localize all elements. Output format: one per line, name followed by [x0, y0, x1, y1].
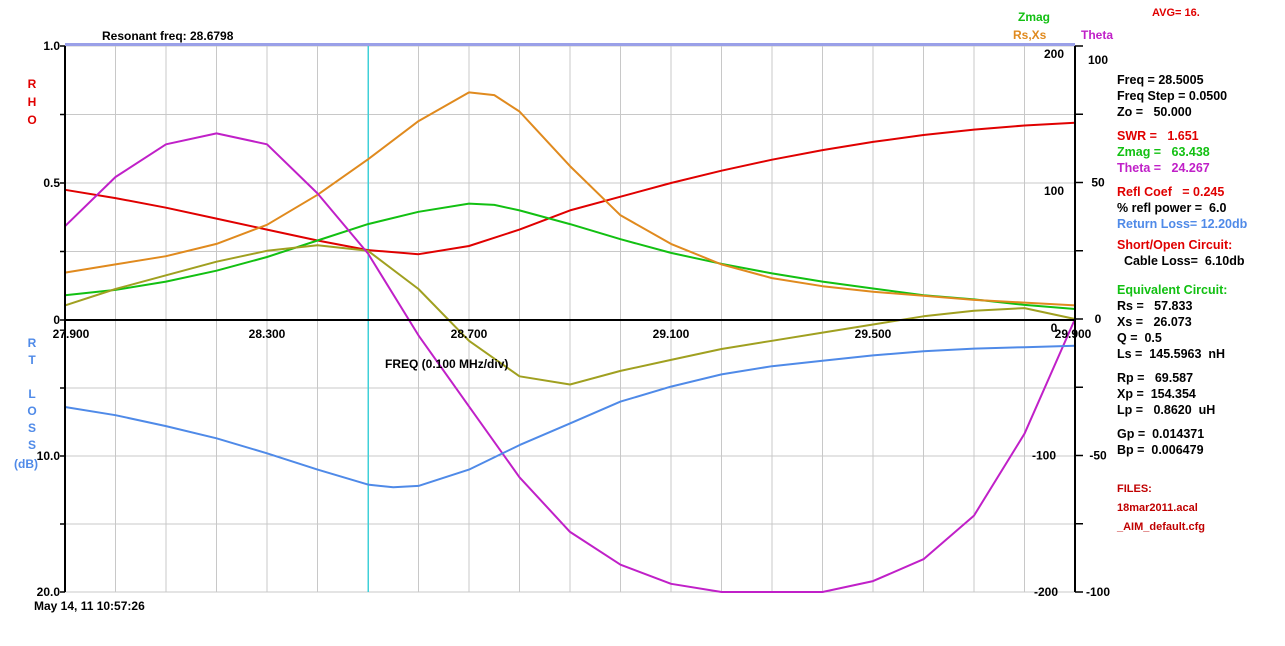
rho-axis-label: H	[28, 95, 37, 109]
rsxs-axis-title: Rs,Xs	[1013, 28, 1047, 42]
rho-tick-label: 0.5	[43, 176, 60, 190]
theta-tick-label: -50	[1089, 449, 1107, 463]
zmag-tick-label: 0	[1051, 321, 1058, 335]
readout-rs: Rs = 57.833	[1117, 299, 1193, 313]
rho-axis-label: O	[27, 113, 36, 127]
readout-equivalent: Equivalent Circuit:	[1117, 283, 1228, 297]
x-tick-label: 28.700	[451, 327, 488, 341]
readout-xs: Xs = 26.073	[1117, 315, 1192, 329]
x-tick-label: 27.900	[53, 327, 90, 341]
return-loss-unit: (dB)	[14, 457, 38, 471]
x-tick-label: 28.300	[249, 327, 286, 341]
readout-freq-step: Freq Step = 0.0500	[1117, 89, 1228, 103]
theta-tick-label: 0	[1095, 312, 1102, 326]
rsxs-tick-label: -200	[1034, 585, 1058, 599]
x-axis-title: FREQ (0.100 MHz/div)	[385, 357, 508, 371]
readout-zo: Zo = 50.000	[1117, 105, 1192, 119]
readout-ls: Ls = 145.5963 nH	[1117, 347, 1226, 361]
theta-tick-label: 100	[1088, 53, 1108, 67]
readout-zmag: Zmag = 63.438	[1117, 145, 1210, 159]
readout-theta: Theta = 24.267	[1117, 161, 1210, 175]
readout-refl-coef: Refl Coef = 0.245	[1117, 185, 1225, 199]
series-line-theta	[64, 132, 1076, 593]
return-loss-axis-label: R	[28, 336, 37, 350]
readout-xp: Xp = 154.354	[1117, 387, 1196, 401]
zmag-tick-label: 200	[1044, 47, 1064, 61]
return-loss-axis-label: O	[27, 404, 36, 418]
series-line-return-loss	[64, 344, 1076, 489]
rho-tick-label: 0	[53, 313, 60, 327]
files-label: FILES:	[1117, 483, 1152, 495]
rho-axis-label: R	[28, 77, 37, 91]
x-tick-label: 29.100	[653, 327, 690, 341]
readout-freq: Freq = 28.5005	[1117, 73, 1204, 87]
readout-rp: Rp = 69.587	[1117, 371, 1194, 385]
readout-bp: Bp = 0.006479	[1117, 443, 1204, 457]
avg-label: AVG= 16.	[1152, 7, 1200, 19]
readout-gp: Gp = 0.014371	[1117, 427, 1205, 441]
return-loss-axis-label: S	[28, 438, 36, 452]
return-loss-tick-label: 10.0	[37, 449, 61, 463]
readout-return-loss: Return Loss= 12.20db	[1117, 217, 1248, 231]
rho-tick-label: 1.0	[43, 39, 60, 53]
return-loss-axis-label: T	[28, 353, 36, 367]
timestamp: May 14, 11 10:57:26	[34, 599, 145, 613]
theta-tick-label: 50	[1091, 176, 1105, 190]
readout-lp: Lp = 0.8620 uH	[1117, 403, 1216, 417]
return-loss-axis-label: L	[28, 387, 35, 401]
readout-cable-loss: Cable Loss= 6.10db	[1117, 254, 1245, 268]
file-calibration: 18mar2011.acal	[1117, 502, 1198, 514]
theta-axis-title: Theta	[1081, 28, 1113, 42]
series-line-zmag	[64, 202, 1076, 310]
return-loss-tick-label: 20.0	[37, 585, 61, 599]
file-config: _AIM_default.cfg	[1117, 521, 1206, 533]
zmag-tick-label: 100	[1044, 184, 1064, 198]
series-line-swr	[64, 121, 1076, 256]
theta-tick-label: -100	[1086, 585, 1110, 599]
x-tick-label: 29.900	[1055, 327, 1092, 341]
rsxs-tick-label: -100	[1032, 449, 1056, 463]
axes: 27.900 28.300 28.700 29.100 29.500 29.900 1.0 0…	[27, 39, 1110, 599]
series-line-rs	[64, 91, 1076, 307]
readout-swr: SWR = 1.651	[1117, 129, 1199, 143]
readout-panel: Freq = 28.5005 Freq Step = 0.0500 Zo = 5…	[1117, 72, 1247, 535]
readout-q: Q = 0.5	[1117, 331, 1162, 345]
title-bar	[65, 43, 1075, 46]
readout-short-open: Short/Open Circuit:	[1117, 238, 1233, 252]
resonant-freq-label: Resonant freq: 28.6798	[102, 29, 234, 43]
readout-refl-power: % refl power = 6.0	[1117, 201, 1227, 215]
x-tick-label: 29.500	[855, 327, 892, 341]
return-loss-axis-label: S	[28, 421, 36, 435]
zmag-axis-title: Zmag	[1018, 10, 1050, 24]
